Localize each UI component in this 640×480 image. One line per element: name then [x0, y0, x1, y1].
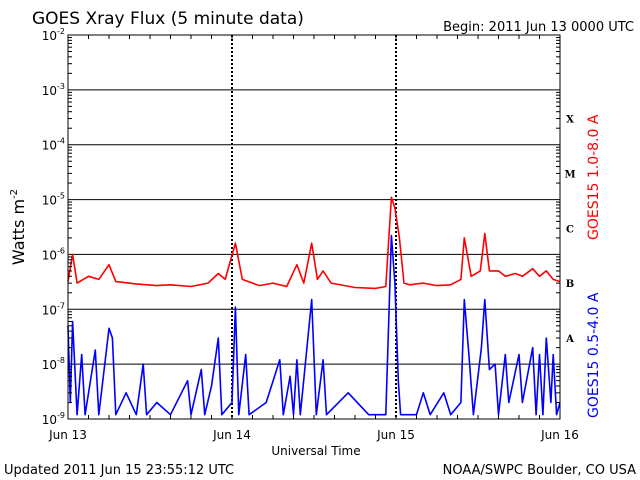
chart-title: GOES Xray Flux (5 minute data) — [32, 9, 304, 29]
y-tick-exp: -7 — [57, 301, 65, 310]
y-tick-label: 10-4 — [42, 137, 65, 153]
y-tick-label: 10-7 — [42, 301, 65, 317]
y-tick-exp: -4 — [57, 137, 65, 146]
y-tick-label: 10-9 — [42, 411, 65, 427]
y-tick-base: 10 — [42, 84, 57, 98]
y-tick-label: 10-6 — [42, 246, 65, 262]
x-tick-label: Jun 14 — [212, 428, 251, 442]
y-axis-label: Watts m-2 — [9, 189, 28, 265]
y-tick-exp: -9 — [57, 411, 65, 420]
y-tick-label: 10-3 — [42, 82, 65, 98]
updated-label: Updated 2011 Jun 15 23:55:12 UTC — [4, 463, 234, 478]
y-axis-label-text: Watts m — [9, 199, 28, 265]
y-tick-base: 10 — [42, 248, 57, 262]
series-line-short — [67, 234, 561, 416]
flare-class-label: A — [565, 334, 574, 345]
begin-label: Begin: 2011 Jun 13 0000 UTC — [443, 20, 634, 35]
series-line-long — [67, 196, 561, 290]
y-tick-label: 10-5 — [42, 192, 65, 208]
y-tick-exp: -5 — [57, 192, 65, 201]
y-tick-exp: -3 — [57, 82, 65, 91]
flare-class-label: C — [566, 224, 574, 235]
y-tick-base: 10 — [42, 358, 57, 372]
flare-class-label: B — [566, 279, 574, 290]
legend-long: GOES15 1.0-8.0 A — [586, 114, 602, 240]
series-layer — [67, 196, 561, 416]
flare-class-label: M — [564, 169, 575, 180]
x-tick-label: Jun 16 — [540, 428, 579, 442]
y-tick-base: 10 — [42, 29, 57, 43]
y-tick-exp: -2 — [57, 27, 65, 36]
legend-short: GOES15 0.5-4.0 A — [586, 292, 602, 418]
flare-class-label: X — [566, 115, 574, 126]
x-axis-label: Universal Time — [271, 444, 360, 458]
y-tick-base: 10 — [42, 303, 57, 317]
x-tick-label: Jun 13 — [48, 428, 87, 442]
y-axis-label-sup: -2 — [9, 189, 20, 199]
y-tick-label: 10-2 — [42, 27, 65, 43]
y-tick-base: 10 — [42, 139, 57, 153]
y-tick-exp: -6 — [57, 246, 65, 255]
y-tick-exp: -8 — [57, 356, 65, 365]
y-tick-label: 10-8 — [42, 356, 65, 372]
y-tick-base: 10 — [42, 413, 57, 427]
y-tick-base: 10 — [42, 194, 57, 208]
credit-label: NOAA/SWPC Boulder, CO USA — [443, 463, 636, 478]
grid-layer — [68, 35, 560, 419]
x-tick-label: Jun 15 — [376, 428, 415, 442]
